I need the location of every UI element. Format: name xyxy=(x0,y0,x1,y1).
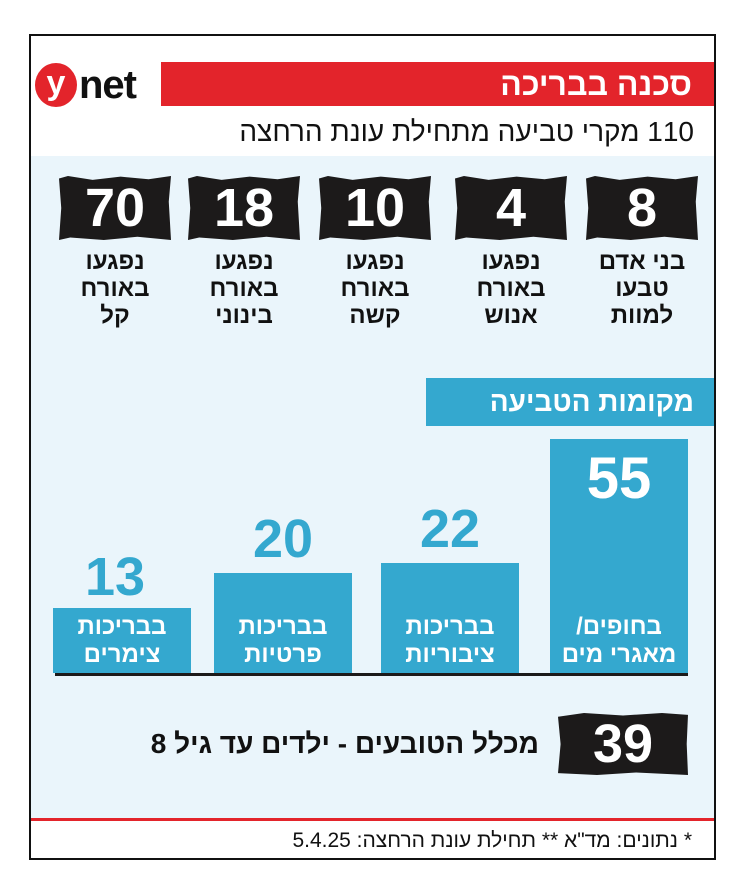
stat-label: נפגעו באורח אנוש xyxy=(476,248,546,329)
stat-critical: 4 נפגעו באורח אנוש xyxy=(455,176,567,329)
stat-value: 10 xyxy=(319,176,431,240)
bar-zimmer-pools: בבריכות צימרים xyxy=(53,608,191,673)
stat-label: נפגעו באורח בינוני xyxy=(209,248,279,329)
locations-header: מקומות הטביעה xyxy=(426,378,714,426)
bar-label: בבריכות ציבוריות xyxy=(405,613,495,668)
bar-value: 55 xyxy=(586,446,652,511)
stat-light: 70 נפגעו באורח קל xyxy=(59,176,171,329)
stat-drowned: 8 בני אדם טבעו למוות xyxy=(586,176,698,329)
stat-value: 4 xyxy=(455,176,567,240)
chart-baseline xyxy=(55,673,688,676)
bar-label: בבריכות פרטיות xyxy=(238,613,328,668)
footnote: * נתונים: מד"א ** תחילת עונת הרחצה: 5.4.… xyxy=(292,829,692,852)
children-total-value: 39 xyxy=(558,713,688,775)
infographic-frame: y net סכנה בבריכה 110 מקרי טביעה מתחילת … xyxy=(29,34,716,860)
stat-label: בני אדם טבעו למוות xyxy=(598,248,686,329)
bar-label: בחופים/מאגרי מים xyxy=(561,613,677,668)
content-panel: 8 בני אדם טבעו למוות 4 נפגעו באורח אנוש 10 נ… xyxy=(31,156,714,818)
bar-value-public: 22 xyxy=(419,499,481,559)
stat-label: נפגעו באורח קשה xyxy=(340,248,410,329)
bar-private-pools: בבריכות פרטיות xyxy=(214,573,352,673)
footer-divider xyxy=(31,818,714,821)
stat-value: 8 xyxy=(586,176,698,240)
stat-value: 18 xyxy=(188,176,300,240)
bar-label: בבריכות צימרים xyxy=(77,613,167,668)
title-bar: סכנה בבריכה xyxy=(161,62,714,106)
subtitle: 110 מקרי טביעה מתחילת עונת הרחצה xyxy=(239,116,694,147)
bar-beaches: 55 בחופים/מאגרי מים xyxy=(550,439,688,673)
logo-y-circle: y xyxy=(35,63,77,107)
bar-public-pools: בבריכות ציבוריות xyxy=(381,563,519,673)
stat-moderate: 18 נפגעו באורח בינוני xyxy=(188,176,300,329)
page-title: סכנה בבריכה xyxy=(500,66,692,102)
ynet-logo: y net xyxy=(35,60,137,110)
bar-value-private: 20 xyxy=(252,509,314,569)
stat-value: 70 xyxy=(59,176,171,240)
children-total-label: מכלל הטובעים - ילדים עד גיל 8 xyxy=(150,728,539,759)
locations-title: מקומות הטביעה xyxy=(489,386,694,417)
stat-label: נפגעו באורח קל xyxy=(80,248,150,329)
logo-net-text: net xyxy=(79,63,137,107)
locations-bar-chart: 55 בחופים/מאגרי מים 22 בבריכות ציבוריות 2… xyxy=(31,36,714,673)
stat-serious: 10 נפגעו באורח קשה xyxy=(319,176,431,329)
bar-value-zimmer: 13 xyxy=(84,547,146,607)
